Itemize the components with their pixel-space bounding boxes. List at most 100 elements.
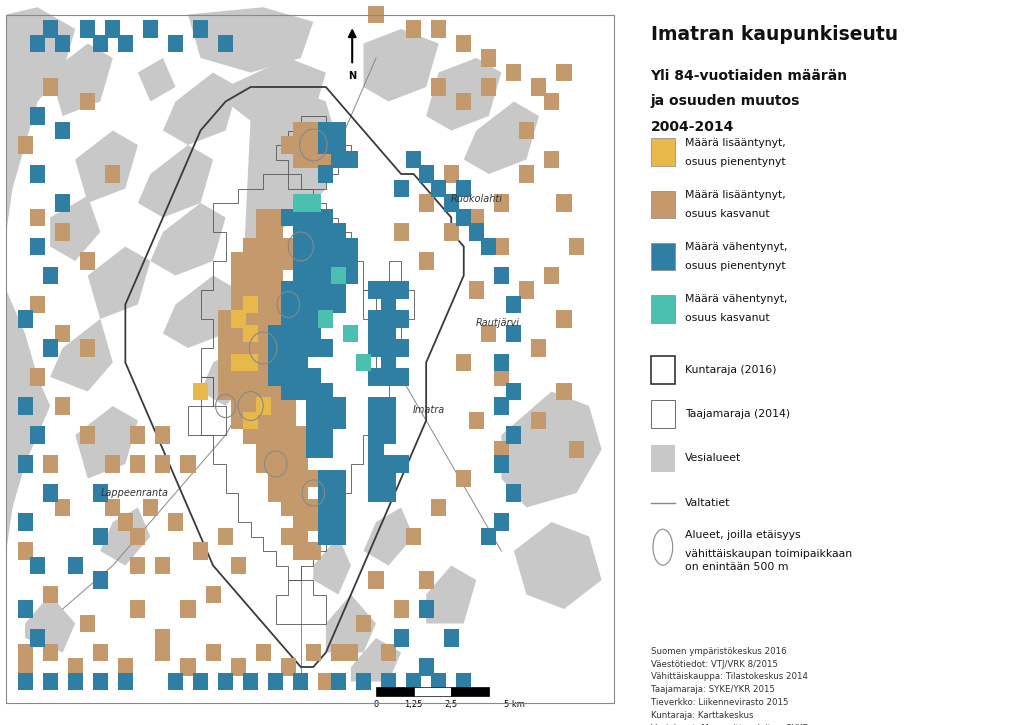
Bar — [268, 209, 284, 226]
Bar — [93, 644, 108, 661]
Bar — [293, 122, 308, 139]
Bar — [105, 20, 121, 38]
Bar — [130, 528, 145, 545]
Bar — [143, 20, 158, 38]
Bar — [180, 455, 196, 473]
Bar — [481, 325, 497, 342]
Bar — [293, 252, 308, 270]
Text: Vesialueet: Vesialueet — [685, 454, 741, 463]
Bar — [356, 673, 371, 690]
Bar — [230, 383, 246, 400]
Bar — [318, 209, 334, 226]
Polygon shape — [50, 319, 113, 392]
Bar — [318, 397, 334, 415]
Text: Valtatiet: Valtatiet — [685, 498, 730, 508]
Bar — [230, 354, 246, 371]
Bar — [93, 528, 108, 545]
Bar — [243, 339, 258, 357]
Bar — [356, 673, 371, 690]
Bar — [293, 325, 308, 342]
Bar — [218, 325, 233, 342]
Bar — [243, 325, 258, 342]
Bar — [268, 412, 284, 429]
Bar — [293, 209, 308, 226]
Bar — [30, 35, 45, 52]
Bar — [556, 64, 571, 81]
Bar — [343, 325, 358, 342]
Text: Määrä vähentynyt,: Määrä vähentynyt, — [685, 294, 787, 304]
Polygon shape — [426, 58, 502, 130]
Bar — [306, 470, 321, 487]
Bar — [306, 499, 321, 516]
Bar — [306, 441, 321, 458]
Bar — [331, 528, 346, 545]
Bar — [256, 426, 270, 444]
Bar — [381, 339, 396, 357]
Bar — [243, 252, 258, 270]
Bar — [256, 223, 270, 241]
Bar — [293, 238, 308, 255]
Bar — [331, 412, 346, 429]
Bar — [105, 455, 121, 473]
Bar — [343, 644, 358, 661]
Bar — [243, 412, 258, 429]
Polygon shape — [6, 7, 75, 551]
Bar — [281, 658, 296, 676]
Bar — [293, 267, 308, 284]
Bar — [268, 223, 284, 241]
Bar — [293, 339, 308, 357]
Bar — [531, 78, 547, 96]
Bar — [457, 35, 471, 52]
Bar — [331, 122, 346, 139]
Bar — [306, 122, 321, 139]
Bar — [293, 354, 308, 371]
Polygon shape — [75, 406, 138, 479]
Bar — [318, 484, 334, 502]
Bar — [281, 368, 296, 386]
Bar — [331, 513, 346, 531]
Polygon shape — [138, 145, 213, 218]
Bar — [569, 441, 584, 458]
Bar — [156, 455, 170, 473]
Bar — [130, 426, 145, 444]
Bar — [318, 252, 334, 270]
Bar — [544, 151, 559, 168]
Bar — [419, 600, 434, 618]
Bar — [281, 136, 296, 154]
Bar — [268, 383, 284, 400]
Bar — [306, 339, 321, 357]
Bar — [494, 397, 509, 415]
Text: 2004-2014: 2004-2014 — [650, 120, 734, 133]
Bar — [381, 412, 396, 429]
Bar — [407, 151, 421, 168]
Bar — [381, 673, 396, 690]
Bar — [230, 310, 246, 328]
Bar — [331, 296, 346, 313]
Bar — [230, 325, 246, 342]
Bar — [243, 325, 258, 342]
Bar — [306, 397, 321, 415]
Bar — [318, 339, 334, 357]
Bar — [293, 368, 308, 386]
Polygon shape — [464, 102, 539, 174]
Bar — [443, 194, 459, 212]
Bar — [318, 383, 334, 400]
Bar — [68, 658, 83, 676]
Bar — [481, 49, 497, 67]
Bar — [268, 296, 284, 313]
Bar — [43, 484, 57, 502]
Bar — [318, 267, 334, 284]
Bar — [369, 368, 384, 386]
Bar — [293, 223, 308, 241]
Bar — [381, 484, 396, 502]
Text: Ruokolahti: Ruokolahti — [451, 194, 503, 204]
Bar — [293, 542, 308, 560]
Text: Lappeenranta: Lappeenranta — [100, 488, 169, 498]
Bar — [650, 138, 675, 166]
Bar — [650, 243, 675, 270]
Bar — [80, 20, 95, 38]
Bar — [43, 673, 57, 690]
Bar — [256, 368, 270, 386]
Bar — [356, 615, 371, 632]
Bar — [30, 426, 45, 444]
